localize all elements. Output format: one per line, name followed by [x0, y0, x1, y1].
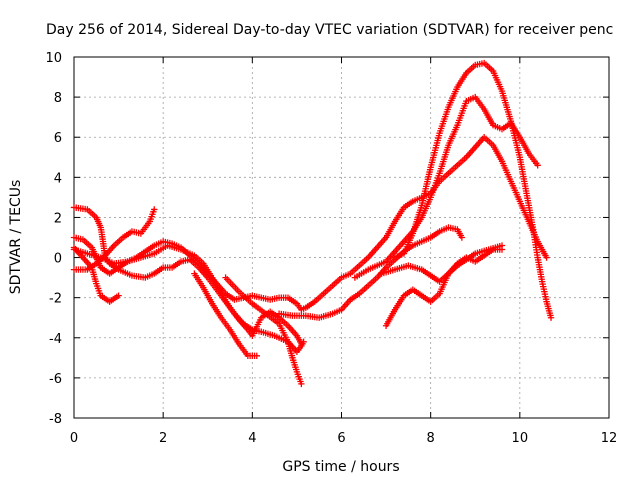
- y-tick-label: 2: [54, 211, 62, 226]
- y-tick-label: -2: [49, 292, 62, 307]
- y-tick-label: 6: [54, 131, 62, 146]
- series-pass-i: [351, 93, 541, 281]
- grid-layer: [74, 57, 609, 418]
- data-point: [253, 352, 260, 360]
- points-layer: [70, 59, 555, 388]
- x-tick-label: 10: [512, 431, 529, 446]
- data-point: [498, 242, 506, 249]
- series-pass-k: [391, 59, 555, 321]
- y-tick-label: -8: [49, 412, 62, 427]
- y-tick-label: -6: [49, 372, 62, 387]
- chart-title: Day 256 of 2014, Sidereal Day-to-day VTE…: [46, 22, 613, 38]
- data-point: [151, 206, 158, 213]
- x-tick-label: 2: [159, 431, 167, 446]
- series-pass-a: [70, 204, 307, 356]
- x-tick-label: 6: [337, 431, 345, 446]
- series-pass-l: [378, 242, 506, 285]
- x-tick-label: 0: [70, 431, 78, 446]
- data-point: [543, 254, 550, 261]
- y-tick-label: 0: [54, 252, 62, 267]
- series-pass-j: [382, 246, 506, 329]
- x-tick-label: 12: [601, 431, 618, 446]
- y-tick-label: 10: [45, 51, 62, 66]
- y-axis-label: SDTVAR / TECUs: [8, 180, 24, 295]
- x-tick-label: 4: [248, 431, 256, 446]
- data-point: [534, 162, 541, 169]
- data-point: [547, 314, 555, 321]
- y-tick-label: -4: [49, 332, 62, 347]
- series-pass-f: [191, 270, 260, 360]
- data-point: [298, 380, 305, 388]
- x-tick-label: 8: [427, 431, 435, 446]
- data-point: [298, 340, 305, 347]
- y-tick-label: 4: [54, 171, 62, 186]
- data-point: [458, 234, 466, 241]
- series-pass-d: [70, 206, 158, 273]
- series-pass-b: [70, 134, 550, 313]
- series-pass-e: [70, 242, 305, 347]
- y-tick-label: 8: [54, 91, 62, 106]
- series-pass-h: [275, 224, 466, 321]
- series-pass-g: [222, 274, 305, 388]
- ticks-layer: 0 2 4 6 8 10 12 -8 -6 -4 -2 0 2 4 6 8 10: [45, 51, 617, 446]
- data-point: [115, 292, 122, 299]
- x-axis-label: GPS time / hours: [282, 459, 399, 475]
